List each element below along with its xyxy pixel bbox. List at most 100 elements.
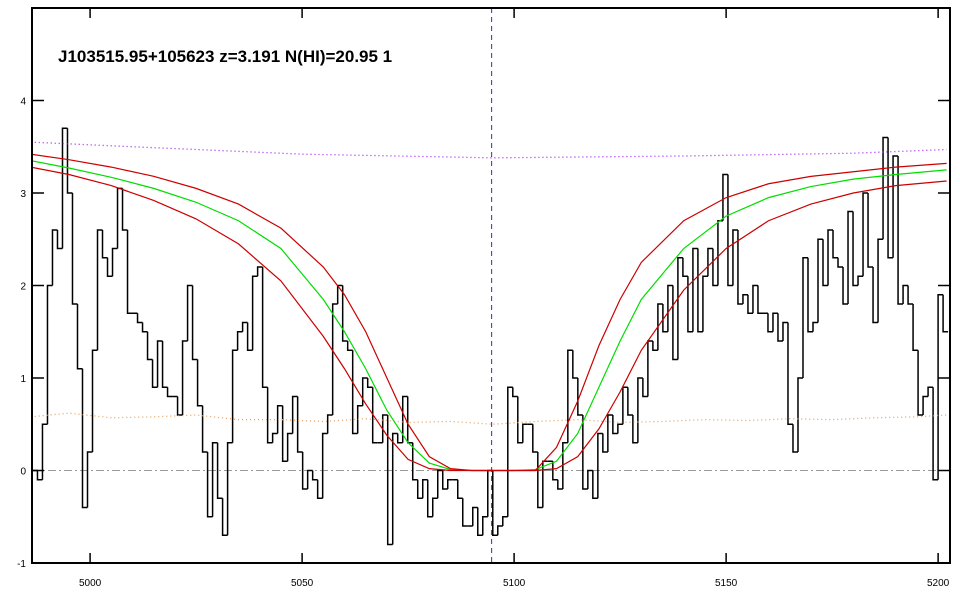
spectrum-bin: [572, 350, 578, 379]
axes: 5000 5050 5100 5150 5200 -1 0 1 2 3 4: [17, 8, 950, 589]
spectrum-bin: [346, 341, 353, 351]
spectrum-bin: [497, 525, 503, 536]
spectrum-bin: [787, 322, 793, 425]
spectrum-bin: [216, 442, 223, 499]
spectrum-bin: [902, 284, 909, 304]
spectrum-bin: [106, 257, 113, 277]
spectrum-bin: [166, 387, 173, 398]
spectrum-bin: [937, 294, 944, 480]
spectrum-bin: [782, 321, 788, 341]
spectrum-bin: [191, 285, 198, 361]
spectrum-bin: [447, 479, 453, 489]
spectrum-bin: [381, 414, 388, 443]
spectrum-bin: [922, 395, 929, 415]
spectrum-bin: [401, 395, 408, 443]
spectrum-bin: [917, 350, 924, 416]
spectrum-bin: [196, 359, 203, 407]
spectrum-bin: [477, 507, 483, 536]
spectrum-bin: [226, 442, 233, 536]
spectrum-bin: [687, 276, 693, 333]
spectrum-bin: [637, 377, 643, 443]
spectrum-bin: [311, 470, 318, 481]
spectrum-bin: [532, 424, 538, 453]
spectrum-bin: [76, 304, 83, 370]
spectrum-bin: [71, 193, 78, 305]
spectrum-bin: [587, 469, 593, 489]
spectrum-bin: [126, 230, 133, 314]
spectrum-bin: [807, 257, 813, 333]
spectrum-bin: [592, 470, 598, 499]
spectrum-bin: [672, 285, 678, 361]
spectrum-bin: [872, 267, 879, 324]
spectrum-bin: [507, 386, 513, 517]
spectrum-bin: [457, 479, 463, 499]
spectrum-bin: [286, 432, 293, 462]
model-curve: [32, 166, 947, 472]
spectrum-bin: [832, 230, 839, 259]
spectrum-bin: [577, 378, 583, 416]
spectrum-bin: [482, 516, 488, 536]
spectrum-bin: [822, 239, 829, 287]
spectrum-bin: [897, 156, 904, 305]
spectrum-bin: [266, 387, 273, 444]
spectrum-bin: [186, 284, 193, 341]
spectrum-bin: [271, 432, 278, 443]
spectrum-bin: [61, 127, 68, 249]
spectrum-bin: [301, 452, 308, 490]
x-tick-label: 5200: [927, 578, 950, 589]
spectrum-bin: [236, 331, 243, 351]
spectrum-bin: [632, 415, 638, 444]
spectrum-bin: [421, 479, 428, 499]
spectrum-bin: [181, 340, 188, 415]
spectrum-bin: [56, 230, 63, 250]
spectrum-bin: [932, 387, 939, 481]
spectrum-bin: [306, 469, 313, 489]
spectrum-bin: [612, 415, 618, 435]
spectrum-bin: [176, 396, 183, 416]
spectrum-bin: [772, 312, 778, 332]
spectrum-bin: [151, 359, 158, 388]
spectrum-bin: [842, 267, 849, 305]
spectrum-bin: [441, 470, 448, 490]
spectrum-bin: [251, 275, 258, 351]
spectrum-bin: [722, 173, 728, 221]
spectrum-bin: [221, 498, 228, 536]
y-tick-label: 1: [20, 374, 26, 385]
chart-title: J103515.95+105623 z=3.191 N(HI)=20.95 1: [58, 47, 392, 66]
spectrum-bin: [942, 294, 949, 333]
spectrum-bin: [51, 229, 58, 286]
spectrum-bin: [416, 479, 423, 499]
spectrum-bin: [492, 470, 498, 536]
spectrum-bin: [657, 303, 663, 351]
spectrum-bin: [512, 387, 518, 398]
spectrum-bin: [146, 331, 153, 361]
spectrum-bin: [562, 442, 568, 489]
spectrum-bin: [642, 378, 648, 398]
spectrum-bin: [211, 442, 218, 517]
spectrum-bin: [627, 387, 633, 416]
spectrum-bin: [41, 423, 48, 480]
spectrum-bin: [256, 266, 263, 277]
spectrum-bin: [396, 433, 403, 444]
spectrum-bin: [607, 414, 613, 452]
spectrum-bin: [281, 405, 288, 462]
spectrum-bin: [321, 432, 328, 499]
spectrum-bin: [276, 405, 283, 434]
spectrum-bin: [316, 479, 323, 499]
spectrum-bin: [857, 275, 864, 286]
spectrum-bin: [351, 350, 358, 435]
spectrum-bin: [462, 498, 468, 527]
spectrum-bin: [727, 174, 733, 287]
spectrum-bin: [887, 137, 894, 259]
spectrum-bin: [567, 349, 573, 443]
spectrum-bin: [136, 313, 143, 324]
spectrum-bin: [391, 432, 398, 545]
spectrum-bin: [792, 424, 798, 453]
y-tick-label: 3: [20, 189, 26, 200]
spectrum-bin: [802, 257, 808, 378]
spectrum-bin: [386, 415, 393, 546]
y-tick-label: -1: [17, 559, 26, 570]
